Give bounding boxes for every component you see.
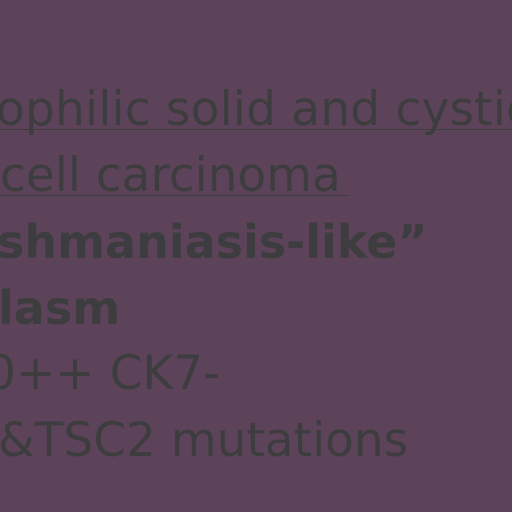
slide-text-line-4-bold: lasm [0, 281, 121, 335]
slide-text-line-1: ophilic solid and cystic [0, 82, 512, 137]
slide-text-line-5: 0++ CK7- [0, 346, 221, 401]
slide-text-line-2: cell carcinoma [0, 148, 341, 203]
slide-text-line-6: &TSC2 mutations [0, 413, 409, 468]
slide-text-line-3-bold: shmaniasis-like” [0, 215, 428, 269]
underline-line-1 [0, 129, 512, 130]
underline-line-2 [0, 195, 348, 196]
